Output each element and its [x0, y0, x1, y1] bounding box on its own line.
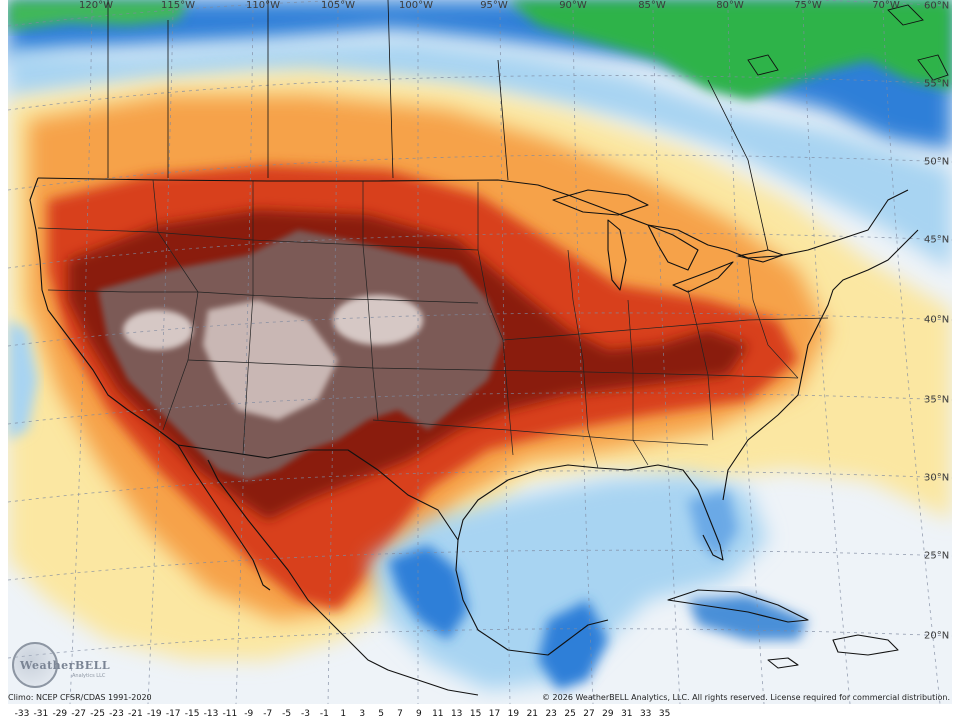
colorbar-tick-label: 5: [378, 709, 384, 719]
northern-islands: [747, 4, 949, 81]
colorbar-tick-label: 13: [450, 709, 463, 719]
colorbar-tick-label: -13: [203, 709, 219, 719]
colorbar-tick-label: 23: [545, 709, 557, 719]
climo-note: Climo: NCEP CFSR/CDAS 1991-2020: [8, 693, 152, 702]
us-west-coast: [29, 177, 179, 446]
anomaly-map-svg: [8, 0, 952, 704]
colorbar-tick-label: -5: [282, 709, 292, 719]
cold-anomaly-gulf: [388, 545, 468, 640]
us-canada-border: [37, 177, 909, 259]
colorbar-tick-label: 1: [340, 709, 347, 719]
boundaries: [29, 0, 919, 696]
colorbar-tick-label: -19: [146, 709, 162, 719]
colorbar-tick-label: -21: [128, 709, 143, 719]
colorbar-tick-label: 7: [397, 709, 403, 719]
colorbar-tick-label: 33: [639, 709, 652, 719]
colorbar-labels: -33 -31 -29 -27 -25 -23 -21 -19 -17 -15 -13 -11 -9 -7…: [14, 709, 694, 720]
cool-anomaly-florida: [688, 490, 738, 560]
anomaly-map: 120°W 115°W 110°W 105°W 100°W 95°W 90°W …: [8, 0, 952, 704]
extreme-anomaly-peak-2: [333, 295, 423, 345]
colorbar-tick-label: -11: [222, 709, 238, 719]
colorbar-tick-label: 31: [621, 709, 633, 719]
hispaniola: [832, 634, 899, 656]
logo-swirl: [12, 642, 58, 688]
jamaica: [767, 657, 799, 669]
colorbar-tick-label: 21: [526, 709, 539, 719]
cold-anomaly-northwest-green: [8, 0, 188, 30]
copyright-note: © 2026 WeatherBELL Analytics, LLC. All r…: [542, 693, 950, 702]
gulf-coast: [457, 464, 724, 561]
colorbar-tick-label: -25: [90, 709, 105, 719]
colorbar-tick-label: 19: [507, 709, 520, 719]
logo-subtext: Analytics LLC: [72, 673, 106, 679]
colorbar-tick-label: 17: [488, 709, 501, 719]
logo-text: WeatherBELL: [20, 659, 111, 672]
colorbar-tick-label: 11: [432, 709, 444, 719]
lake-huron: [647, 224, 699, 271]
lake-erie: [672, 261, 734, 293]
extreme-anomaly-peak: [203, 300, 338, 420]
extreme-anomaly-peak-3: [123, 310, 193, 350]
colorbar-tick-label: -15: [184, 709, 200, 719]
colorbar-tick-label: 29: [602, 709, 614, 719]
colorbar-tick-label: -9: [244, 709, 254, 719]
colorbar-tick-label: -7: [263, 709, 273, 719]
colorbar-tick-label: -33: [14, 709, 30, 719]
weatherbell-logo: WeatherBELL Analytics LLC: [12, 642, 142, 690]
cool-anomaly-pacific: [8, 320, 38, 440]
colorbar-tick-label: -3: [301, 709, 310, 719]
cold-anomaly-caribbean: [688, 595, 808, 640]
cold-anomaly-mexico: [538, 600, 608, 690]
us-east-coast: [722, 229, 919, 501]
mexico-west-coast: [327, 619, 479, 696]
colorbar-tick-label: -1: [319, 709, 329, 719]
lake-superior: [552, 189, 649, 216]
colorbar-tick-label: -27: [71, 709, 87, 719]
colorbar-tick-label: 25: [564, 709, 576, 719]
anomaly-field: [8, 0, 952, 690]
baja-coast: [177, 444, 329, 621]
colorbar-tick-label: -23: [109, 709, 124, 719]
cuba: [667, 589, 809, 623]
mexico-gulf-coast: [455, 539, 609, 656]
lake-michigan: [607, 219, 627, 291]
cool-anomaly-gulf: [368, 475, 768, 690]
cold-anomaly-northeast-green: [508, 0, 952, 100]
lat-lon-grid: [8, 0, 952, 704]
colorbar-tick-label: -29: [52, 709, 68, 719]
colorbar-tick-label: -17: [165, 709, 181, 719]
colorbar-tick-label: 3: [359, 709, 366, 719]
colorbar-tick-label: 9: [416, 709, 422, 719]
colorbar-tick-label: 35: [658, 709, 671, 719]
colorbar-tick-label: -31: [33, 709, 49, 719]
state-lines: [37, 179, 829, 469]
lake-ontario: [737, 249, 784, 263]
colorbar-tick-label: 15: [469, 709, 482, 719]
canada-province-lines: [107, 0, 769, 251]
colorbar-tick-label: 27: [583, 709, 595, 719]
us-mexico-border: [177, 444, 459, 541]
cool-band-canada: [8, 40, 952, 270]
